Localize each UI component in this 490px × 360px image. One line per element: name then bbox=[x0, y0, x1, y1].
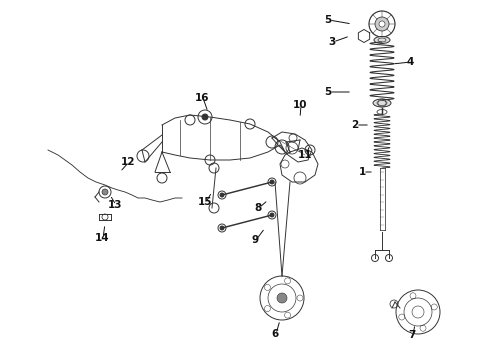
Text: 11: 11 bbox=[298, 150, 312, 160]
Ellipse shape bbox=[374, 36, 390, 44]
Circle shape bbox=[202, 114, 208, 120]
Circle shape bbox=[379, 21, 385, 27]
Circle shape bbox=[260, 276, 304, 320]
Circle shape bbox=[369, 11, 395, 37]
Text: 1: 1 bbox=[358, 167, 366, 177]
Text: 13: 13 bbox=[108, 200, 122, 210]
Circle shape bbox=[277, 293, 287, 303]
Circle shape bbox=[268, 178, 276, 186]
Text: 15: 15 bbox=[198, 197, 212, 207]
Text: 2: 2 bbox=[351, 120, 359, 130]
Text: 8: 8 bbox=[254, 203, 262, 213]
Ellipse shape bbox=[373, 99, 391, 107]
Text: 5: 5 bbox=[324, 15, 332, 25]
Text: 5: 5 bbox=[324, 87, 332, 97]
Circle shape bbox=[270, 213, 274, 217]
Text: 16: 16 bbox=[195, 93, 209, 103]
Circle shape bbox=[220, 226, 224, 230]
Circle shape bbox=[270, 180, 274, 184]
Text: 12: 12 bbox=[121, 157, 135, 167]
Circle shape bbox=[102, 189, 108, 195]
Text: 3: 3 bbox=[328, 37, 336, 47]
Circle shape bbox=[218, 191, 226, 199]
Text: 7: 7 bbox=[408, 330, 416, 340]
Text: 9: 9 bbox=[251, 235, 259, 245]
Circle shape bbox=[268, 211, 276, 219]
Circle shape bbox=[218, 224, 226, 232]
Text: 10: 10 bbox=[293, 100, 307, 110]
Circle shape bbox=[396, 290, 440, 334]
Text: 6: 6 bbox=[271, 329, 279, 339]
Text: 4: 4 bbox=[406, 57, 414, 67]
Circle shape bbox=[220, 193, 224, 197]
Circle shape bbox=[375, 17, 389, 31]
Text: 14: 14 bbox=[95, 233, 109, 243]
